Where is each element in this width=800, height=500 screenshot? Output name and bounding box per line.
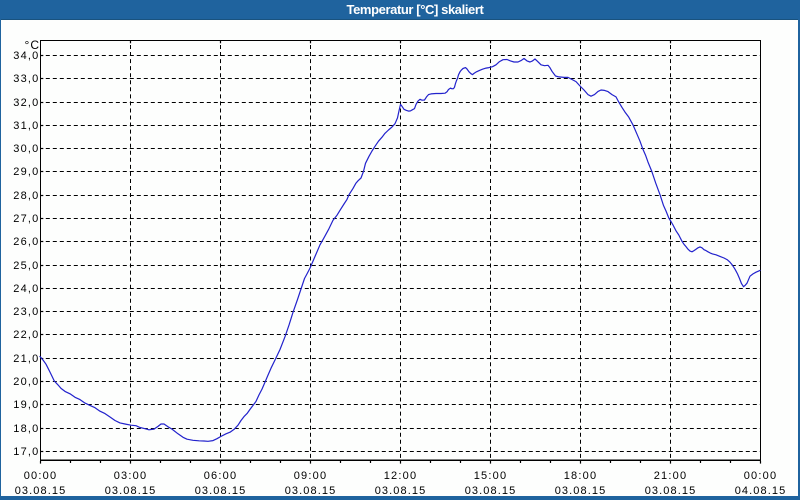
svg-text:19,0: 19,0 <box>13 399 39 411</box>
svg-text:20,0: 20,0 <box>13 376 39 388</box>
svg-text:27,0: 27,0 <box>13 213 39 225</box>
svg-text:29,0: 29,0 <box>13 166 39 178</box>
svg-text:24,0: 24,0 <box>13 283 39 295</box>
svg-text:18:00: 18:00 <box>564 470 598 482</box>
svg-text:12:00: 12:00 <box>384 470 418 482</box>
svg-text:03.08.15: 03.08.15 <box>195 485 247 497</box>
svg-text:00:00: 00:00 <box>744 470 778 482</box>
svg-text:30,0: 30,0 <box>13 143 39 155</box>
svg-text:32,0: 32,0 <box>13 97 39 109</box>
svg-text:03:00: 03:00 <box>114 470 148 482</box>
svg-text:09:00: 09:00 <box>294 470 328 482</box>
svg-text:03.08.15: 03.08.15 <box>105 485 157 497</box>
svg-text:28,0: 28,0 <box>13 190 39 202</box>
svg-text:21:00: 21:00 <box>654 470 688 482</box>
svg-text:33,0: 33,0 <box>13 73 39 85</box>
svg-text:03.08.15: 03.08.15 <box>645 485 697 497</box>
svg-text:03.08.15: 03.08.15 <box>465 485 517 497</box>
svg-text:00:00: 00:00 <box>24 470 58 482</box>
svg-text:04.08.15: 04.08.15 <box>735 485 787 497</box>
svg-text:03.08.15: 03.08.15 <box>375 485 427 497</box>
svg-text:°C: °C <box>25 38 40 52</box>
svg-text:17,0: 17,0 <box>13 446 39 458</box>
svg-text:22,0: 22,0 <box>13 329 39 341</box>
svg-text:18,0: 18,0 <box>13 423 39 435</box>
svg-text:03.08.15: 03.08.15 <box>555 485 607 497</box>
svg-text:03.08.15: 03.08.15 <box>285 485 337 497</box>
svg-text:15:00: 15:00 <box>474 470 508 482</box>
svg-text:23,0: 23,0 <box>13 306 39 318</box>
svg-text:31,0: 31,0 <box>13 120 39 132</box>
svg-text:26,0: 26,0 <box>13 236 39 248</box>
svg-text:34,0: 34,0 <box>13 50 39 62</box>
svg-text:03.08.15: 03.08.15 <box>15 485 67 497</box>
svg-text:25,0: 25,0 <box>13 260 39 272</box>
svg-text:21,0: 21,0 <box>13 353 39 365</box>
svg-text:06:00: 06:00 <box>204 470 238 482</box>
